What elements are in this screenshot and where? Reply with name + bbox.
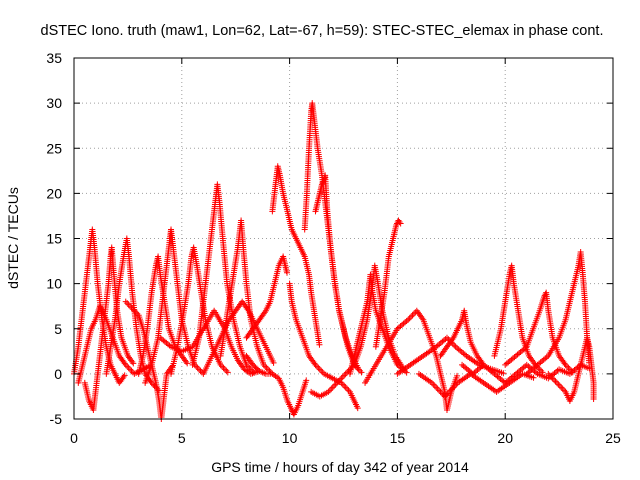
data-point — [253, 365, 260, 372]
series-group — [491, 262, 546, 376]
y-tick-label: 0 — [54, 366, 62, 382]
y-tick-label: -5 — [50, 411, 63, 427]
y-tick-label: 10 — [46, 276, 62, 292]
series-group — [502, 289, 576, 376]
y-tick-label: 30 — [46, 95, 62, 111]
data-point — [130, 360, 137, 367]
x-axis-label: GPS time / hours of day 342 of year 2014 — [211, 459, 469, 475]
axis-ticks: 0 5 10 15 20 25 -5 0 5 10 15 20 25 30 35 — [46, 50, 621, 446]
series-group — [243, 352, 310, 418]
x-tick-label: 0 — [70, 430, 78, 446]
data-point — [270, 359, 277, 366]
data-series — [71, 100, 597, 422]
data-point — [252, 364, 259, 371]
data-point — [500, 370, 507, 377]
data-point — [479, 360, 486, 367]
data-point — [303, 377, 310, 384]
series-group — [269, 163, 323, 348]
series-group — [189, 181, 257, 376]
chart-title: dSTEC Iono. truth (maw1, Lon=62, Lat=-67… — [41, 23, 604, 39]
series-group — [459, 361, 593, 386]
data-point — [316, 341, 323, 348]
y-tick-label: 15 — [46, 231, 62, 247]
data-point — [530, 374, 537, 381]
series-group — [157, 307, 261, 377]
y-axis-label: dSTEC / TECUs — [5, 187, 21, 289]
data-point — [251, 363, 258, 370]
series-group — [372, 217, 404, 350]
x-tick-label: 15 — [390, 430, 406, 446]
x-tick-label: 20 — [497, 430, 513, 446]
y-tick-label: 35 — [46, 50, 62, 66]
x-tick-label: 10 — [282, 430, 298, 446]
data-point — [354, 405, 361, 412]
data-point — [184, 360, 191, 367]
data-point — [586, 365, 593, 372]
series-group — [437, 307, 486, 367]
y-tick-label: 5 — [54, 321, 62, 337]
data-point — [358, 369, 365, 376]
data-point — [284, 269, 291, 276]
data-point — [249, 361, 256, 368]
data-point — [121, 372, 128, 379]
series-group — [142, 226, 205, 386]
data-point — [224, 369, 231, 376]
series-group — [243, 253, 291, 341]
data-point — [454, 372, 461, 379]
x-tick-label: 5 — [178, 430, 186, 446]
x-tick-label: 25 — [605, 430, 621, 446]
data-point — [403, 369, 410, 376]
y-tick-label: 20 — [46, 185, 62, 201]
data-point — [397, 220, 404, 227]
series-group — [75, 303, 153, 386]
data-point — [590, 395, 597, 402]
y-tick-label: 25 — [46, 140, 62, 156]
